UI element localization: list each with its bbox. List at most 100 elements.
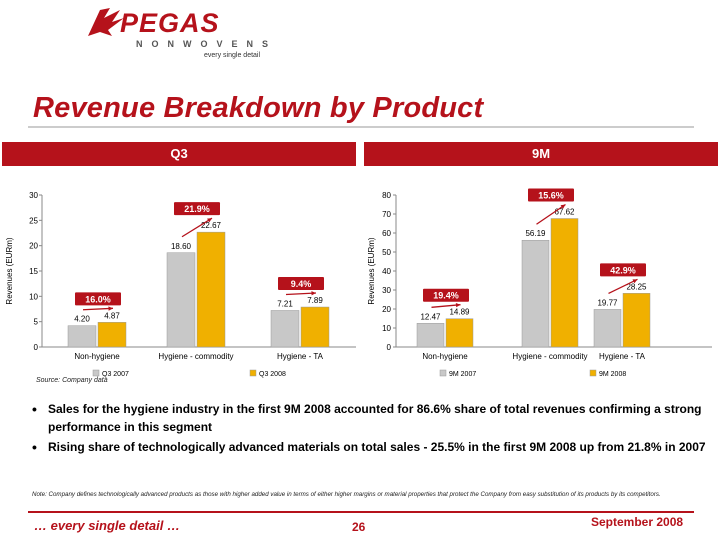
page-title: Revenue Breakdown by Product — [33, 92, 484, 124]
growth-arrow-head-icon — [560, 204, 566, 209]
y-tick-label: 25 — [29, 216, 38, 225]
page-number: 26 — [352, 520, 366, 534]
growth-arrow-line — [82, 307, 114, 311]
x-category-label: Non-hygiene — [74, 352, 120, 361]
growth-badge — [528, 188, 574, 202]
growth-arrow-line — [181, 217, 213, 238]
growth-badge-label: 9.4% — [291, 279, 312, 289]
bar — [550, 218, 579, 348]
y-tick-label: 0 — [34, 343, 39, 352]
y-tick-label: 60 — [382, 229, 391, 238]
growth-arrow-line — [285, 292, 317, 296]
x-category-label: Hygiene - TA — [277, 352, 324, 361]
bar-value-label: 7.89 — [307, 296, 323, 305]
growth-badge-label: 15.6% — [538, 191, 564, 201]
growth-arrow-head-icon — [311, 291, 316, 296]
title-divider — [28, 126, 694, 128]
bar-value-label: 4.87 — [104, 311, 120, 320]
footnote: Note: Company defines technologically ad… — [32, 491, 661, 498]
y-tick-label: 5 — [34, 318, 39, 327]
bar — [166, 252, 196, 348]
y-tick-label: 80 — [382, 191, 391, 200]
legend-label: 9M 2007 — [449, 371, 476, 378]
bullet-icon: • — [32, 439, 37, 455]
bar-value-label: 19.77 — [597, 298, 618, 307]
bar — [300, 306, 330, 348]
bar-value-label: 18.60 — [171, 242, 192, 251]
section-header-9m: 9M — [364, 142, 718, 166]
bar-value-label: 22.67 — [201, 221, 222, 230]
bar-value-label: 7.21 — [277, 299, 293, 308]
y-tick-label: 0 — [387, 343, 392, 352]
y-tick-label: 70 — [382, 210, 391, 219]
footer-divider — [28, 511, 694, 513]
bullet-text: Sales for the hygiene industry in the fi… — [48, 402, 702, 434]
legend-swatch — [439, 369, 447, 377]
bar-value-label: 28.25 — [626, 282, 647, 291]
y-tick-label: 40 — [382, 267, 391, 276]
y-tick-label: 10 — [29, 292, 38, 301]
growth-arrow-line — [608, 278, 638, 295]
growth-badge-label: 21.9% — [184, 204, 210, 214]
bar-value-label: 67.62 — [554, 208, 575, 217]
legend-label: Q3 2008 — [259, 371, 286, 378]
y-tick-label: 15 — [29, 267, 38, 276]
bar — [445, 318, 474, 348]
bar-value-label: 12.47 — [420, 312, 441, 321]
bullet-item: • Rising share of technologically advanc… — [28, 438, 710, 456]
bullet-list: • Sales for the hygiene industry in the … — [28, 400, 710, 458]
y-axis-title: Revenues (EURm) — [367, 237, 376, 304]
legend-swatch — [249, 369, 257, 377]
growth-badge — [423, 288, 469, 302]
growth-badge — [174, 202, 220, 216]
growth-badge — [600, 263, 646, 277]
y-tick-label: 20 — [29, 242, 38, 251]
section-header-q3: Q3 — [2, 142, 356, 166]
pegas-logo: PEGAS NONWOVENS every single detail — [86, 6, 286, 64]
growth-arrow-line — [431, 304, 461, 308]
footer-tagline: … every single detail … — [34, 518, 180, 533]
bar — [593, 309, 622, 348]
growth-badge — [75, 292, 121, 306]
x-category-label: Non-hygiene — [422, 352, 468, 361]
growth-arrow-head-icon — [455, 302, 461, 308]
x-category-label: Hygiene - commodity — [512, 352, 587, 361]
bar — [196, 231, 226, 348]
bar — [622, 293, 651, 348]
growth-badge-label: 16.0% — [85, 294, 111, 304]
source-note: Source: Company data — [36, 377, 108, 384]
legend-label: 9M 2008 — [599, 371, 626, 378]
growth-arrow-line — [536, 203, 566, 225]
bullet-text: Rising share of technologically advanced… — [48, 440, 706, 454]
legend-swatch — [589, 369, 597, 377]
y-tick-label: 20 — [382, 305, 391, 314]
legend-swatch — [92, 369, 100, 377]
x-category-label: Hygiene - TA — [599, 352, 646, 361]
growth-badge-label: 42.9% — [610, 265, 636, 275]
bar-value-label: 4.20 — [74, 315, 90, 324]
y-tick-label: 10 — [382, 324, 391, 333]
brand-tagline: every single detail — [204, 52, 261, 59]
growth-arrow-head-icon — [207, 218, 212, 223]
bullet-icon: • — [32, 401, 37, 417]
y-axis-title: Revenues (EURm) — [5, 237, 14, 304]
bar — [67, 325, 97, 348]
bar — [97, 322, 127, 348]
footer-date: September 2008 — [591, 515, 684, 529]
bar-value-label: 14.89 — [449, 308, 470, 317]
y-tick-label: 30 — [382, 286, 391, 295]
bar-value-label: 56.19 — [525, 229, 546, 238]
growth-badge-label: 19.4% — [433, 291, 459, 301]
brand-sub: NONWOVENS — [136, 39, 278, 49]
legend-label: Q3 2007 — [102, 371, 129, 378]
y-tick-label: 30 — [29, 191, 38, 200]
bar — [521, 239, 550, 348]
pegasus-logo-icon — [88, 8, 124, 36]
growth-arrow-head-icon — [632, 279, 638, 284]
y-tick-label: 50 — [382, 248, 391, 257]
bar — [416, 323, 445, 348]
brand-name: PEGAS — [120, 8, 220, 38]
growth-badge — [278, 277, 324, 291]
x-category-label: Hygiene - commodity — [158, 352, 233, 361]
